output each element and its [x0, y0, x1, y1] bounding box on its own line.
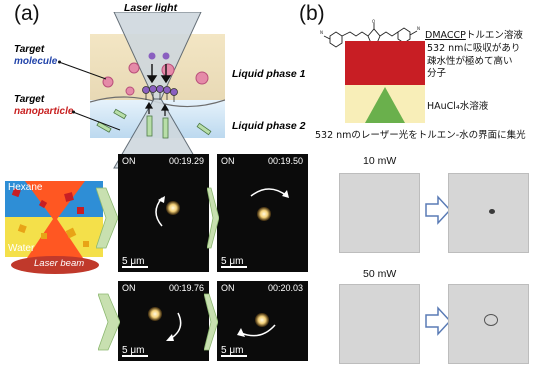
- laser-beam-label: Laser beam: [34, 258, 85, 269]
- svg-text:N: N: [320, 30, 323, 35]
- water-label: Water: [8, 243, 35, 254]
- nanoparticle-pointer: [72, 110, 121, 131]
- laser-light-label: Laser light: [124, 2, 178, 14]
- liquid-phase-2-label: Liquid phase 2: [232, 120, 306, 132]
- gold-deposit-spot: [489, 209, 495, 214]
- target-molecule: [128, 62, 140, 74]
- panel-a-label: (a): [14, 2, 40, 25]
- compound-title: DMACCPトルエン溶液: [425, 27, 523, 41]
- compound-description: 532 nmに吸収があり 疎水性が極めて高い 分子: [427, 43, 521, 79]
- wavelength-label: (λ = 1064 nm): [36, 273, 92, 283]
- power-label-50mw: 50 mW: [363, 268, 397, 280]
- after-image-50mw: [448, 284, 529, 364]
- adsorbed-molecule: [162, 52, 170, 60]
- micrograph-1: ON 00:19.29 5 μm: [118, 154, 209, 272]
- blue-arrow-icon: [425, 195, 451, 225]
- focused-beam: [365, 87, 405, 123]
- compound-suffix: トルエン溶液: [465, 30, 523, 41]
- adsorbed-molecule: [148, 52, 156, 60]
- before-image-10mw: [339, 173, 420, 253]
- dmaccp-structure: N N O: [320, 19, 420, 48]
- flow-arrows: [146, 64, 172, 84]
- aqueous-label: HAuCl₄水溶液: [427, 101, 489, 112]
- chevron-arrow-icon: [207, 187, 219, 249]
- upward-arrows: [144, 101, 170, 116]
- nanoparticle-rods: [96, 108, 212, 139]
- after-image-10mw: [448, 173, 529, 253]
- chevron-arrow-icon: [98, 293, 120, 351]
- laser-beam-schematic: [11, 181, 99, 274]
- micrograph-4: ON 00:20.03 5 μm: [217, 281, 308, 361]
- chevron-arrow-icon: [96, 187, 118, 249]
- hexane-label: Hexane: [8, 182, 43, 193]
- panel-b-caption: 532 nmのレーザー光をトルエン-水の界面に集光: [315, 130, 526, 141]
- svg-text:O: O: [372, 19, 375, 24]
- micrograph-2: ON 00:19.50 5 μm: [217, 154, 308, 272]
- blue-arrow-icon: [425, 306, 451, 336]
- compound-name: DMACCP: [425, 30, 466, 41]
- target-molecule: [195, 71, 209, 85]
- target-molecule-label: Target molecule: [14, 44, 58, 67]
- target-nanoparticle-label: Target nanoparticle: [14, 94, 74, 117]
- gold-deposit-ring: [484, 314, 498, 326]
- micrograph-3: ON 00:19.76 5 μm: [118, 281, 209, 361]
- interface-molecules: [142, 85, 178, 102]
- liquid-interface-diagram: [90, 12, 225, 169]
- toluene-layer: [345, 41, 425, 85]
- target-molecule: [161, 63, 175, 77]
- molecule-pointer: [58, 60, 107, 80]
- target-molecule: [102, 76, 114, 88]
- panel-b-label: (b): [299, 2, 325, 25]
- liquid-phase-1-label: Liquid phase 1: [232, 68, 306, 80]
- target-molecule: [125, 86, 135, 96]
- before-image-50mw: [339, 284, 420, 364]
- chevron-arrow-icon: [204, 293, 218, 351]
- svg-text:N: N: [417, 26, 420, 31]
- power-label-10mw: 10 mW: [363, 155, 397, 167]
